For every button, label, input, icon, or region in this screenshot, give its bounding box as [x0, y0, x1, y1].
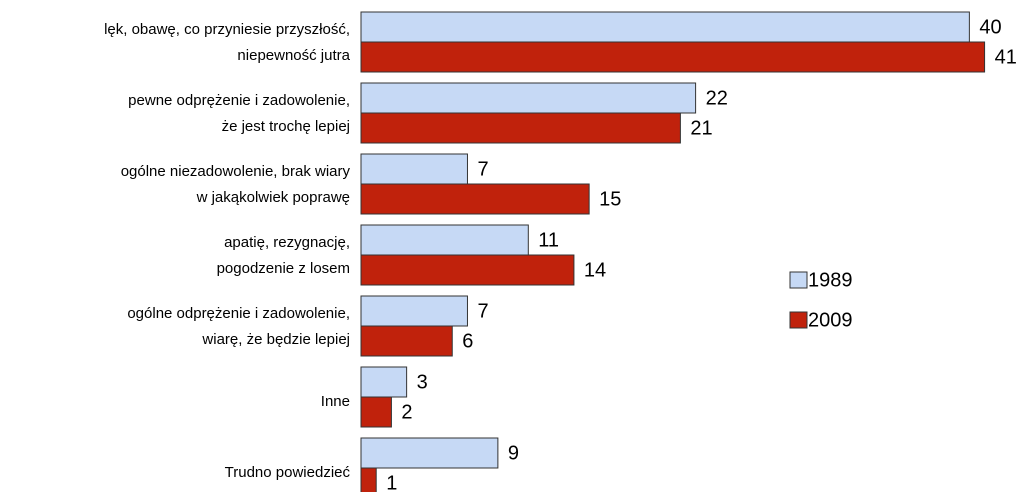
value-label: 40	[979, 16, 1001, 38]
bar	[360, 153, 468, 185]
value-label: 21	[690, 117, 712, 139]
legend-swatch	[789, 271, 808, 289]
bar	[360, 366, 408, 398]
category-label: Inne	[321, 393, 350, 410]
legend-label: 2009	[808, 309, 853, 331]
value-label: 9	[508, 442, 519, 464]
category-label: że jest trochę lepiej	[222, 118, 350, 135]
category-label: Trudno powiedzieć	[225, 464, 351, 481]
value-label: 7	[477, 158, 488, 180]
bar	[360, 254, 575, 286]
legend-label: 1989	[808, 269, 853, 291]
bar	[360, 112, 681, 144]
category-label: niepewność jutra	[237, 47, 350, 64]
category-label: apatię, rezygnację,	[224, 234, 350, 251]
bar	[360, 11, 970, 43]
value-label: 6	[462, 330, 473, 352]
bar	[360, 224, 529, 256]
bar	[360, 325, 453, 357]
value-label: 7	[477, 300, 488, 322]
category-label: pogodzenie z losem	[217, 260, 350, 277]
category-label: ogólne odprężenie i zadowolenie,	[127, 305, 350, 322]
bar	[360, 295, 468, 327]
value-label: 2	[401, 401, 412, 423]
bar	[360, 82, 697, 114]
legend-swatch	[789, 311, 808, 329]
category-label: lęk, obawę, co przyniesie przyszłość,	[104, 21, 350, 38]
value-label: 11	[538, 229, 559, 251]
bar	[360, 467, 377, 492]
value-label: 14	[584, 259, 606, 281]
value-label: 22	[706, 87, 728, 109]
value-label: 1	[386, 472, 397, 492]
bar	[360, 396, 392, 428]
bar	[360, 437, 499, 469]
category-label: ogólne niezadowolenie, brak wiary	[121, 163, 351, 180]
category-label: w jakąkolwiek poprawę	[196, 189, 350, 206]
category-label: pewne odprężenie i zadowolenie,	[128, 92, 350, 109]
value-label: 15	[599, 188, 621, 210]
value-label: 41	[995, 46, 1017, 68]
value-label: 3	[417, 371, 428, 393]
category-label: wiarę, że będzie lepiej	[201, 331, 350, 348]
bar	[360, 41, 986, 73]
bar	[360, 183, 590, 215]
